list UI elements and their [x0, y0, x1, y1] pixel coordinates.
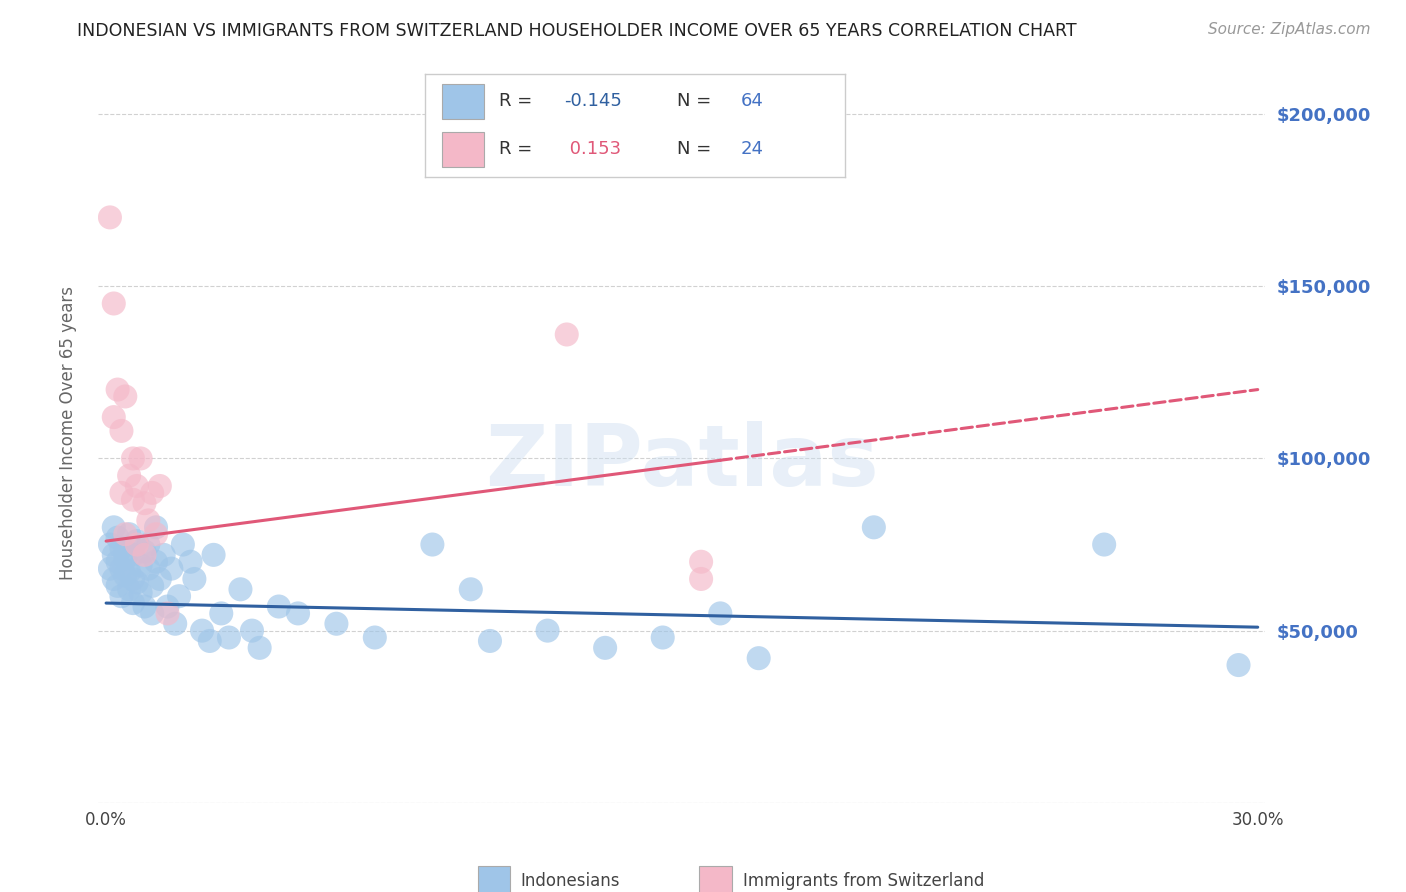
Point [110, 541, 132, 555]
Point [122, 492, 145, 507]
Point [209, 607, 232, 621]
FancyBboxPatch shape [699, 866, 733, 892]
Text: Immigrants from Switzerland: Immigrants from Switzerland [742, 871, 984, 889]
Point [114, 389, 136, 403]
Point [202, 548, 225, 562]
Point [141, 607, 163, 621]
Point [149, 572, 172, 586]
Point [167, 589, 190, 603]
Point [125, 479, 148, 493]
Point [110, 486, 132, 500]
Point [249, 640, 271, 655]
Point [145, 527, 167, 541]
Point [690, 572, 713, 586]
Point [748, 651, 770, 665]
Point [460, 582, 482, 597]
Point [98, 561, 121, 575]
Point [103, 410, 125, 425]
Point [156, 599, 179, 614]
Point [172, 537, 194, 551]
Point [1227, 658, 1250, 673]
Point [183, 572, 205, 586]
Point [129, 586, 152, 600]
Point [107, 383, 129, 397]
Text: ZIPatlas: ZIPatlas [485, 421, 879, 504]
Point [287, 607, 309, 621]
Point [136, 513, 159, 527]
Point [165, 616, 187, 631]
Point [103, 296, 125, 310]
Point [118, 565, 141, 579]
Point [114, 568, 136, 582]
Point [134, 544, 156, 558]
Point [478, 634, 501, 648]
Point [141, 579, 163, 593]
Point [134, 548, 156, 562]
Point [118, 582, 141, 597]
Point [103, 572, 125, 586]
Point [593, 640, 616, 655]
Point [110, 561, 132, 575]
Text: Indonesians: Indonesians [520, 871, 620, 889]
Point [422, 537, 444, 551]
Point [107, 579, 129, 593]
Point [1092, 537, 1115, 551]
Point [118, 468, 141, 483]
Point [180, 555, 202, 569]
Y-axis label: Householder Income Over 65 years: Householder Income Over 65 years [59, 285, 77, 580]
Point [134, 599, 156, 614]
Point [149, 479, 172, 493]
Point [125, 534, 148, 549]
Text: Source: ZipAtlas.com: Source: ZipAtlas.com [1208, 22, 1371, 37]
Point [218, 631, 240, 645]
Point [267, 599, 290, 614]
Point [136, 537, 159, 551]
Point [103, 548, 125, 562]
Point [651, 631, 673, 645]
Point [110, 424, 132, 438]
Point [364, 631, 387, 645]
Point [145, 520, 167, 534]
Point [129, 558, 152, 573]
Point [110, 589, 132, 603]
Point [240, 624, 263, 638]
Point [191, 624, 214, 638]
Point [98, 537, 121, 551]
Point [107, 531, 129, 545]
Point [555, 327, 578, 342]
Point [103, 520, 125, 534]
Point [863, 520, 886, 534]
Point [141, 486, 163, 500]
Point [152, 548, 174, 562]
Point [98, 211, 121, 225]
Point [129, 451, 152, 466]
Point [160, 561, 183, 575]
Point [114, 551, 136, 566]
Point [125, 537, 148, 551]
Point [122, 572, 145, 586]
FancyBboxPatch shape [478, 866, 510, 892]
Point [136, 561, 159, 575]
Text: INDONESIAN VS IMMIGRANTS FROM SWITZERLAND HOUSEHOLDER INCOME OVER 65 YEARS CORRE: INDONESIAN VS IMMIGRANTS FROM SWITZERLAN… [77, 22, 1077, 40]
Point [229, 582, 252, 597]
Point [145, 555, 167, 569]
Point [134, 496, 156, 510]
Point [122, 548, 145, 562]
Point [156, 607, 179, 621]
Point [107, 555, 129, 569]
Point [690, 555, 713, 569]
Point [198, 634, 221, 648]
Point [125, 575, 148, 590]
Point [122, 451, 145, 466]
Point [114, 544, 136, 558]
Point [118, 527, 141, 541]
Point [114, 527, 136, 541]
Point [536, 624, 558, 638]
Point [709, 607, 731, 621]
Point [325, 616, 347, 631]
Point [122, 596, 145, 610]
